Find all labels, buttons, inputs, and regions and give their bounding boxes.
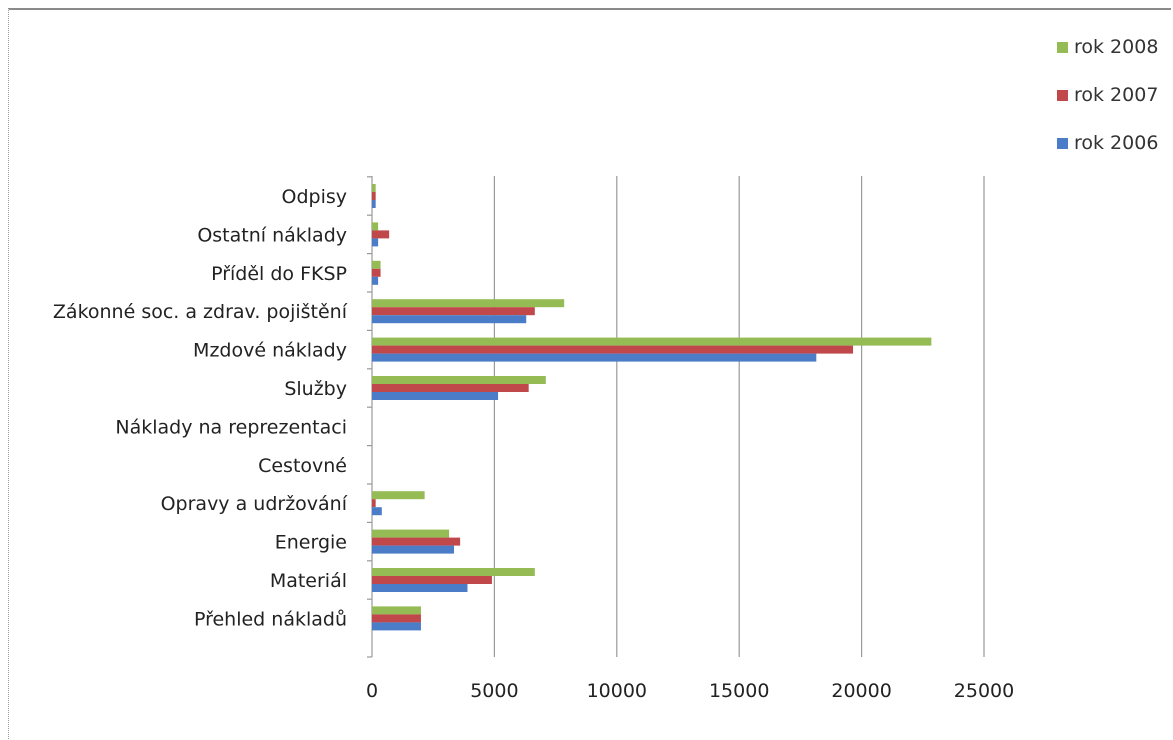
bar-rok-2006 <box>372 315 527 324</box>
x-tick-label: 25000 <box>954 680 1014 702</box>
bar-rok-2007 <box>372 345 854 354</box>
bar-rok-2006 <box>372 200 376 208</box>
legend-label: rok 2008 <box>1074 36 1158 58</box>
category-labels: Přehled nákladů Materiál Energie Opravy a u… <box>53 186 348 630</box>
category-label: Cestovné <box>258 455 347 477</box>
bar-rok-2008 <box>372 337 932 346</box>
bar-rok-2007 <box>372 307 535 316</box>
bar-rok-2008 <box>372 491 425 500</box>
legend-swatch <box>1057 138 1068 149</box>
bar-rok-2007 <box>372 268 381 277</box>
bar-rok-2007 <box>372 230 390 239</box>
bar-rok-2007 <box>372 576 492 584</box>
bar-rok-2007 <box>372 192 376 200</box>
bar-rok-2008 <box>372 568 535 576</box>
bar-rok-2008 <box>372 376 546 384</box>
bar-rok-2007 <box>372 499 376 508</box>
bar-rok-2006 <box>372 545 455 554</box>
bar-rok-2008 <box>372 222 379 231</box>
legend-label: rok 2007 <box>1074 84 1158 106</box>
bar-rok-2006 <box>372 392 499 400</box>
bar-rok-2007 <box>372 614 421 623</box>
bar-rok-2006 <box>372 622 421 631</box>
category-label: Odpisy <box>282 186 348 208</box>
category-label: Zákonné soc. a zdrav. pojištění <box>53 301 348 323</box>
bar-rok-2008 <box>372 260 381 269</box>
bar-rok-2006 <box>372 276 379 285</box>
legend-swatch <box>1057 90 1068 101</box>
chart-frame <box>8 8 1171 739</box>
category-label: Příděl do FKSP <box>211 263 347 285</box>
x-tick-label: 10000 <box>587 680 647 702</box>
category-label: Materiál <box>270 570 347 592</box>
category-label: Mzdové náklady <box>193 340 347 362</box>
x-tick-label: 5000 <box>470 680 518 702</box>
x-tick-label: 15000 <box>709 680 769 702</box>
bar-rok-2006 <box>372 507 382 516</box>
category-label: Přehled nákladů <box>194 608 347 630</box>
legend: rok 2008 rok 2007 rok 2006 <box>1057 36 1158 154</box>
x-tick-label: 20000 <box>831 680 891 702</box>
bar-rok-2006 <box>372 584 468 592</box>
legend-label: rok 2006 <box>1074 132 1158 154</box>
category-label: Ostatní náklady <box>197 224 347 246</box>
x-tick-label: 0 <box>366 680 378 702</box>
category-label: Náklady na reprezentaci <box>115 416 347 438</box>
x-axis-tick-labels: 0 5000 10000 15000 20000 25000 <box>366 680 1014 702</box>
bars-layer <box>372 184 932 631</box>
bar-rok-2008 <box>372 299 565 308</box>
bar-rok-2008 <box>372 529 450 538</box>
bar-rok-2007 <box>372 384 529 392</box>
bar-rok-2008 <box>372 184 376 192</box>
bar-rok-2007 <box>372 537 461 546</box>
grid-layer <box>367 176 985 658</box>
bar-rok-2006 <box>372 238 379 247</box>
category-label: Opravy a udržování <box>161 493 348 515</box>
category-label: Služby <box>284 378 347 400</box>
bar-rok-2006 <box>372 353 817 362</box>
legend-swatch <box>1057 42 1068 53</box>
category-label: Energie <box>275 532 347 554</box>
bar-rok-2008 <box>372 606 421 615</box>
